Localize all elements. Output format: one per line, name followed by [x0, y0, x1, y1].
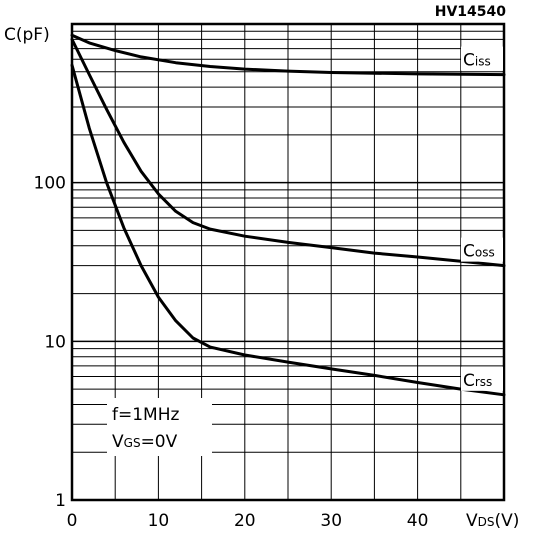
series-label-coss: Coss	[463, 242, 495, 262]
y-axis-label: C(pF)	[4, 25, 50, 45]
series-label-main: C	[463, 242, 475, 262]
x-tick-label: 10	[148, 511, 170, 531]
chart-header-code: HV14540	[435, 4, 507, 20]
y-tick-label: 10	[44, 332, 66, 352]
series-label-sub: rss	[475, 375, 492, 389]
series-label-crss: Crss	[463, 371, 492, 391]
series-label-ciss: Ciss	[463, 51, 491, 71]
series-label-main: C	[463, 371, 475, 391]
x-axis-label: VDS(V)	[466, 511, 519, 531]
series-line-coss	[70, 37, 506, 268]
tick-labels: 0 10 20 30 40 1 10 100	[34, 174, 429, 531]
test-vgs-sub: GS	[124, 436, 141, 450]
test-frequency-note: f=1MHz	[112, 405, 179, 425]
series-label-sub: oss	[475, 246, 495, 260]
x-axis-label-unit: (V)	[495, 511, 520, 531]
x-tick-label: 0	[67, 511, 78, 531]
series-label-main: C	[463, 51, 475, 71]
x-axis-label-sub: DS	[478, 515, 495, 529]
series-label-box-ciss	[461, 46, 503, 71]
series-line-ciss	[70, 33, 506, 77]
y-tick-label: 1	[55, 491, 66, 511]
series-line-crss	[70, 63, 506, 397]
test-vgs-note: VGS=0V	[112, 432, 178, 452]
series-label-sub: iss	[475, 55, 491, 69]
y-tick-label: 100	[34, 174, 66, 194]
test-vgs-tail: =0V	[141, 432, 178, 452]
x-tick-label: 20	[234, 511, 256, 531]
series-label-box-crss	[461, 366, 503, 391]
x-axis-label-main: V	[466, 511, 478, 531]
test-vgs-main: V	[112, 432, 124, 452]
series-label-box-coss	[461, 237, 503, 262]
x-tick-label: 30	[320, 511, 342, 531]
x-tick-label: 40	[407, 511, 429, 531]
series-layer	[70, 33, 506, 397]
test-condition-box	[107, 398, 212, 456]
plot-frame	[70, 22, 506, 502]
